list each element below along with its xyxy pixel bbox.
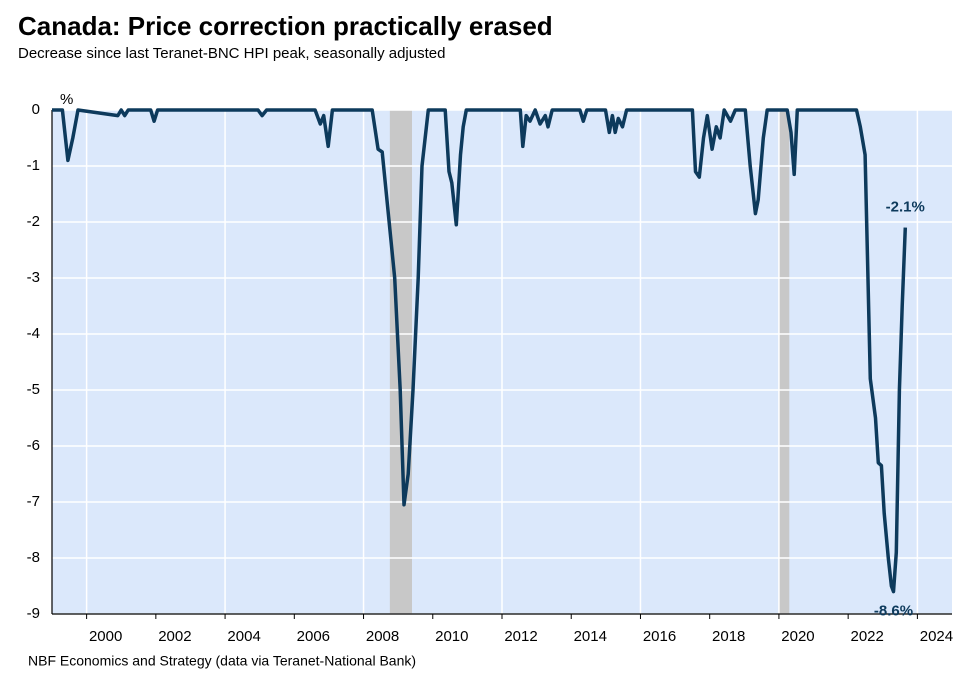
y-tick-label: -1 — [27, 157, 40, 174]
x-tick-label: 2016 — [643, 628, 676, 645]
chart-title: Canada: Price correction practically era… — [18, 11, 553, 41]
x-tick-label: 2008 — [366, 628, 399, 645]
line — [52, 108, 908, 594]
y-tick-label: -7 — [27, 493, 40, 510]
x-tick-label: 2006 — [297, 628, 330, 645]
source: NBF Economics and Strategy (data via Ter… — [28, 653, 416, 669]
annotation: -8.6% — [874, 603, 913, 620]
annotation: -2.1% — [886, 199, 925, 216]
chart-subtitle: Decrease since last Teranet-BNC HPI peak… — [18, 45, 445, 62]
x-tick-label: 2024 — [920, 628, 953, 645]
y-tick-label: -4 — [27, 325, 40, 342]
y-tick-label: -6 — [27, 437, 40, 454]
y-tick-label: 0 — [32, 101, 40, 118]
x-tick-label: 2018 — [712, 628, 745, 645]
recession-shade — [778, 110, 790, 614]
y-tick-label: -8 — [27, 549, 40, 566]
recession-shade — [389, 110, 412, 614]
x-tick-label: 2022 — [851, 628, 884, 645]
y-tick-label: -3 — [27, 269, 40, 286]
x-tick-label: 2004 — [227, 628, 260, 645]
x-tick-label: 2010 — [435, 628, 468, 645]
x-tick-label: 2002 — [158, 628, 191, 645]
x-tick-label: 2014 — [574, 628, 607, 645]
x-tick-label: 2020 — [781, 628, 814, 645]
x-tick-label: 2012 — [504, 628, 537, 645]
y-axis-label: % — [60, 91, 73, 108]
y-tick-label: -2 — [27, 213, 40, 230]
y-tick-label: -5 — [27, 381, 40, 398]
x-tick-label: 2000 — [89, 628, 122, 645]
y-tick-label: -9 — [27, 605, 40, 622]
